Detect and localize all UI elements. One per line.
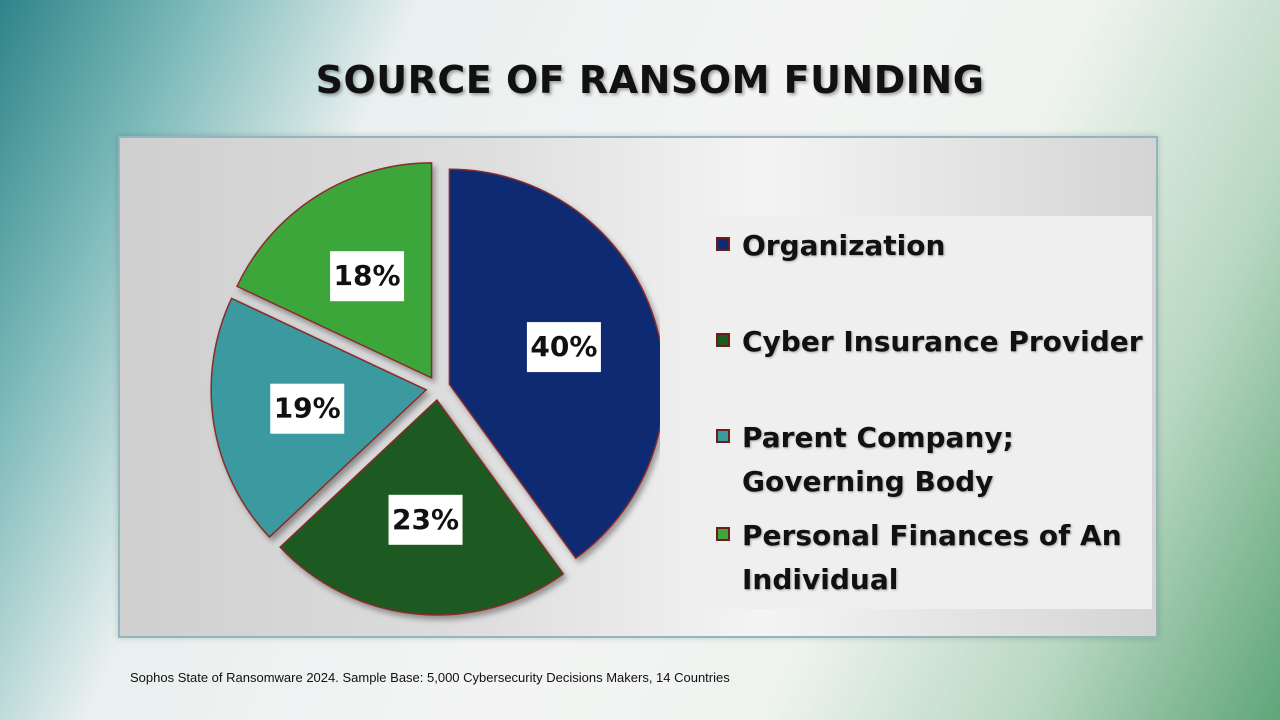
legend-label-parent-company: Parent Company; Governing Body <box>742 421 1014 498</box>
chart-frame: 40% 23% 19% 18% Organization Cyber Insuranc… <box>118 136 1158 638</box>
data-label-text: 40% <box>530 330 597 363</box>
source-footnote: Sophos State of Ransomware 2024. Sample … <box>130 670 730 685</box>
data-label-text: 19% <box>274 392 341 425</box>
legend-label-organization: Organization <box>742 229 946 262</box>
data-label-text: 23% <box>392 503 459 536</box>
legend-swatch-personal-finances <box>716 527 730 541</box>
legend-item-organization: Organization <box>716 224 945 268</box>
legend-swatch-parent-company <box>716 429 730 443</box>
data-label-organization: 40% <box>526 322 601 373</box>
chart-legend: Organization Cyber Insurance Provider Pa… <box>694 216 1152 609</box>
data-label-personal-finances-of-an-individual: 18% <box>330 251 405 302</box>
data-label-cyber-insurance-provider: 23% <box>388 494 463 545</box>
legend-item-parent-company: Parent Company; Governing Body <box>716 416 1016 504</box>
pie-chart: 40% 23% 19% 18% <box>210 162 660 616</box>
data-label-text: 18% <box>334 259 401 292</box>
legend-label-cyber-insurance-provider: Cyber Insurance Provider <box>742 325 1143 358</box>
legend-swatch-organization <box>716 237 730 251</box>
data-label-box <box>388 494 463 545</box>
legend-item-personal-finances: Personal Finances of An Individual <box>716 514 1136 602</box>
data-label-parent-company-governing-body: 19% <box>270 383 345 434</box>
legend-item-cyber-insurance-provider: Cyber Insurance Provider <box>716 320 1143 364</box>
slide-title: SOURCE OF RANSOM FUNDING <box>315 58 985 102</box>
data-label-box <box>270 383 345 434</box>
legend-swatch-cyber-insurance-provider <box>716 333 730 347</box>
data-label-box <box>526 322 601 373</box>
legend-label-personal-finances: Personal Finances of An Individual <box>742 519 1122 596</box>
data-label-box <box>330 251 405 302</box>
